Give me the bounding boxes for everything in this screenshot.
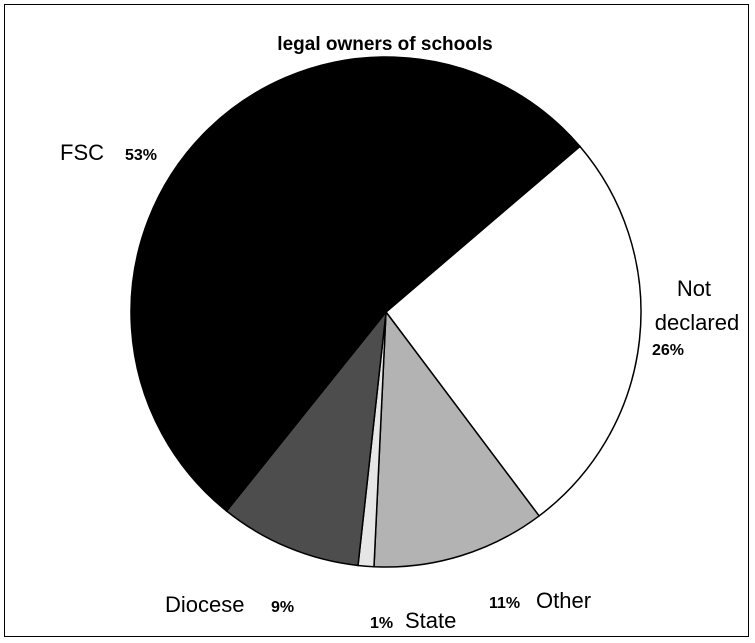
pie-slices [130,56,642,568]
label-not-declared-line2: declared [655,310,739,335]
pie-slice-diocese [225,309,388,567]
label-other: Other [536,588,591,613]
pct-not-declared: 26% [652,342,684,359]
label-not-declared: Not declared [655,276,739,335]
label-not-declared-line1: Not [677,276,711,301]
label-fsc: FSC [60,140,104,165]
chart-title: legal owners of schools [277,34,492,55]
pct-other: 11% [489,595,520,612]
pie-slice-fsc [130,56,581,513]
label-state: State [405,608,456,633]
label-diocese: Diocese [165,592,244,617]
pct-state: 1% [370,615,393,632]
pct-diocese: 9% [271,599,294,616]
pct-fsc: 53% [125,147,157,164]
pie-slice-other [373,309,541,568]
pie-slice-not-declared [384,145,642,517]
